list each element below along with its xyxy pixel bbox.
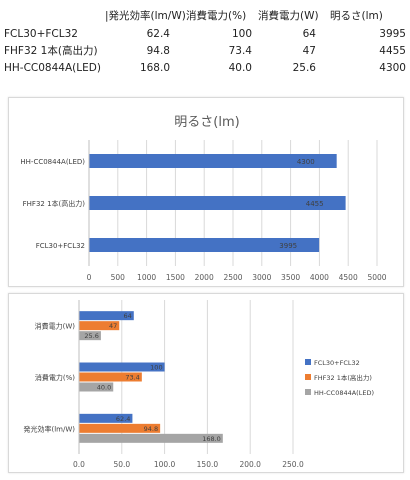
category-label: 消費電力(%) xyxy=(35,373,75,382)
bar-value-label: 40.0 xyxy=(97,384,111,392)
header-efficiency: |発光効率(lm/W) xyxy=(105,10,186,22)
legend-label: FCL30+FCL32 xyxy=(314,359,360,367)
x-tick-label: 4000 xyxy=(310,273,329,282)
cell-value: 100 xyxy=(231,28,252,40)
bar-value-label: 73.4 xyxy=(125,374,139,382)
cell-value: 4300 xyxy=(379,62,406,74)
category-label: 消費電力(W) xyxy=(35,322,76,331)
header-power-percent: 消費電力(%) xyxy=(186,10,247,22)
cell-value: 40.0 xyxy=(228,62,252,74)
bar-value-label: 94.8 xyxy=(144,425,158,433)
bar-value-label: 62.4 xyxy=(116,415,130,423)
brightness-chart-panel: 明るさ(lm) 0 500 1000 1500 2000 2500 3000 3500 4000 4… xyxy=(8,97,404,287)
comparison-chart: 0.0 50.0 100.0 150.0 200.0 250.0 消費電力(W) 64 47 25… xyxy=(23,300,374,469)
legend-label: HH-CC0844A(LED) xyxy=(314,389,374,397)
row-label: HH-CC0844A(LED) xyxy=(4,62,101,74)
cell-value: 4455 xyxy=(379,45,406,57)
cell-value: 73.4 xyxy=(228,45,252,57)
x-tick-label: 3500 xyxy=(281,273,300,282)
bar xyxy=(79,382,114,392)
x-tick-label: 500 xyxy=(111,273,126,282)
x-tick-label: 50.0 xyxy=(113,460,130,469)
bar-value-label: 168.0 xyxy=(202,435,221,443)
x-tick-label: 0.0 xyxy=(73,460,85,469)
bar-value-label: 47 xyxy=(109,322,117,330)
x-tick-label: 2000 xyxy=(195,273,214,282)
bar xyxy=(79,423,161,433)
x-tick-label: 250.0 xyxy=(282,460,304,469)
header-brightness: 明るさ(lm) xyxy=(330,10,383,22)
legend-label: FHF32 1本(高出力) xyxy=(314,373,372,382)
cell-value: 3995 xyxy=(379,28,406,40)
bar xyxy=(79,433,223,443)
x-tick-label: 1500 xyxy=(166,273,185,282)
x-tick-label: 3000 xyxy=(252,273,271,282)
bar xyxy=(89,154,337,168)
cell-value: 168.0 xyxy=(139,62,170,74)
category-label: 発光効率(lm/W) xyxy=(23,424,75,433)
data-table: |発光効率(lm/W) 消費電力(%) 消費電力(W) 明るさ(lm) FCL3… xyxy=(0,0,410,80)
bar xyxy=(89,238,320,252)
x-tick-label: 150.0 xyxy=(197,460,219,469)
bar-value-label: 4300 xyxy=(297,158,315,166)
bar xyxy=(79,362,165,372)
comparison-chart-panel: 0.0 50.0 100.0 150.0 200.0 250.0 消費電力(W) 64 47 25… xyxy=(8,293,404,473)
legend-swatch xyxy=(305,359,311,365)
row-label: FCL30+FCL32 xyxy=(4,28,78,40)
bar-value-label: 25.6 xyxy=(84,332,98,340)
header-power-watt: 消費電力(W) xyxy=(258,10,319,22)
x-tick-label: 200.0 xyxy=(239,460,261,469)
brightness-chart: 明るさ(lm) 0 500 1000 1500 2000 2500 3000 3500 4000 4… xyxy=(20,115,386,282)
bar xyxy=(79,372,142,382)
bar xyxy=(79,413,133,423)
bar xyxy=(89,196,346,210)
bar xyxy=(79,311,134,321)
cell-value: 47 xyxy=(302,45,316,57)
bar xyxy=(79,331,101,341)
x-tick-label: 1000 xyxy=(137,273,156,282)
x-tick-label: 5000 xyxy=(367,273,386,282)
bar-value-label: 64 xyxy=(124,312,132,320)
row-label: FHF32 1本(高出力) xyxy=(4,45,98,57)
category-label: FCL30+FCL32 xyxy=(36,242,85,250)
cell-value: 64 xyxy=(302,28,316,40)
bar-value-label: 100 xyxy=(150,364,162,372)
cell-value: 94.8 xyxy=(146,45,170,57)
x-tick-label: 2500 xyxy=(223,273,242,282)
category-label: FHF32 1本(高出力) xyxy=(23,199,86,208)
cell-value: 62.4 xyxy=(146,28,170,40)
bar-value-label: 4455 xyxy=(306,200,324,208)
x-tick-label: 4500 xyxy=(339,273,358,282)
legend-swatch xyxy=(305,374,311,380)
chart-title: 明るさ(lm) xyxy=(174,115,239,130)
bar xyxy=(79,321,120,331)
legend-swatch xyxy=(305,389,311,395)
x-tick-label: 0 xyxy=(87,273,92,282)
bar-value-label: 3995 xyxy=(279,242,297,250)
cell-value: 25.6 xyxy=(292,62,316,74)
x-tick-label: 100.0 xyxy=(154,460,176,469)
category-label: HH-CC0844A(LED) xyxy=(20,158,85,166)
